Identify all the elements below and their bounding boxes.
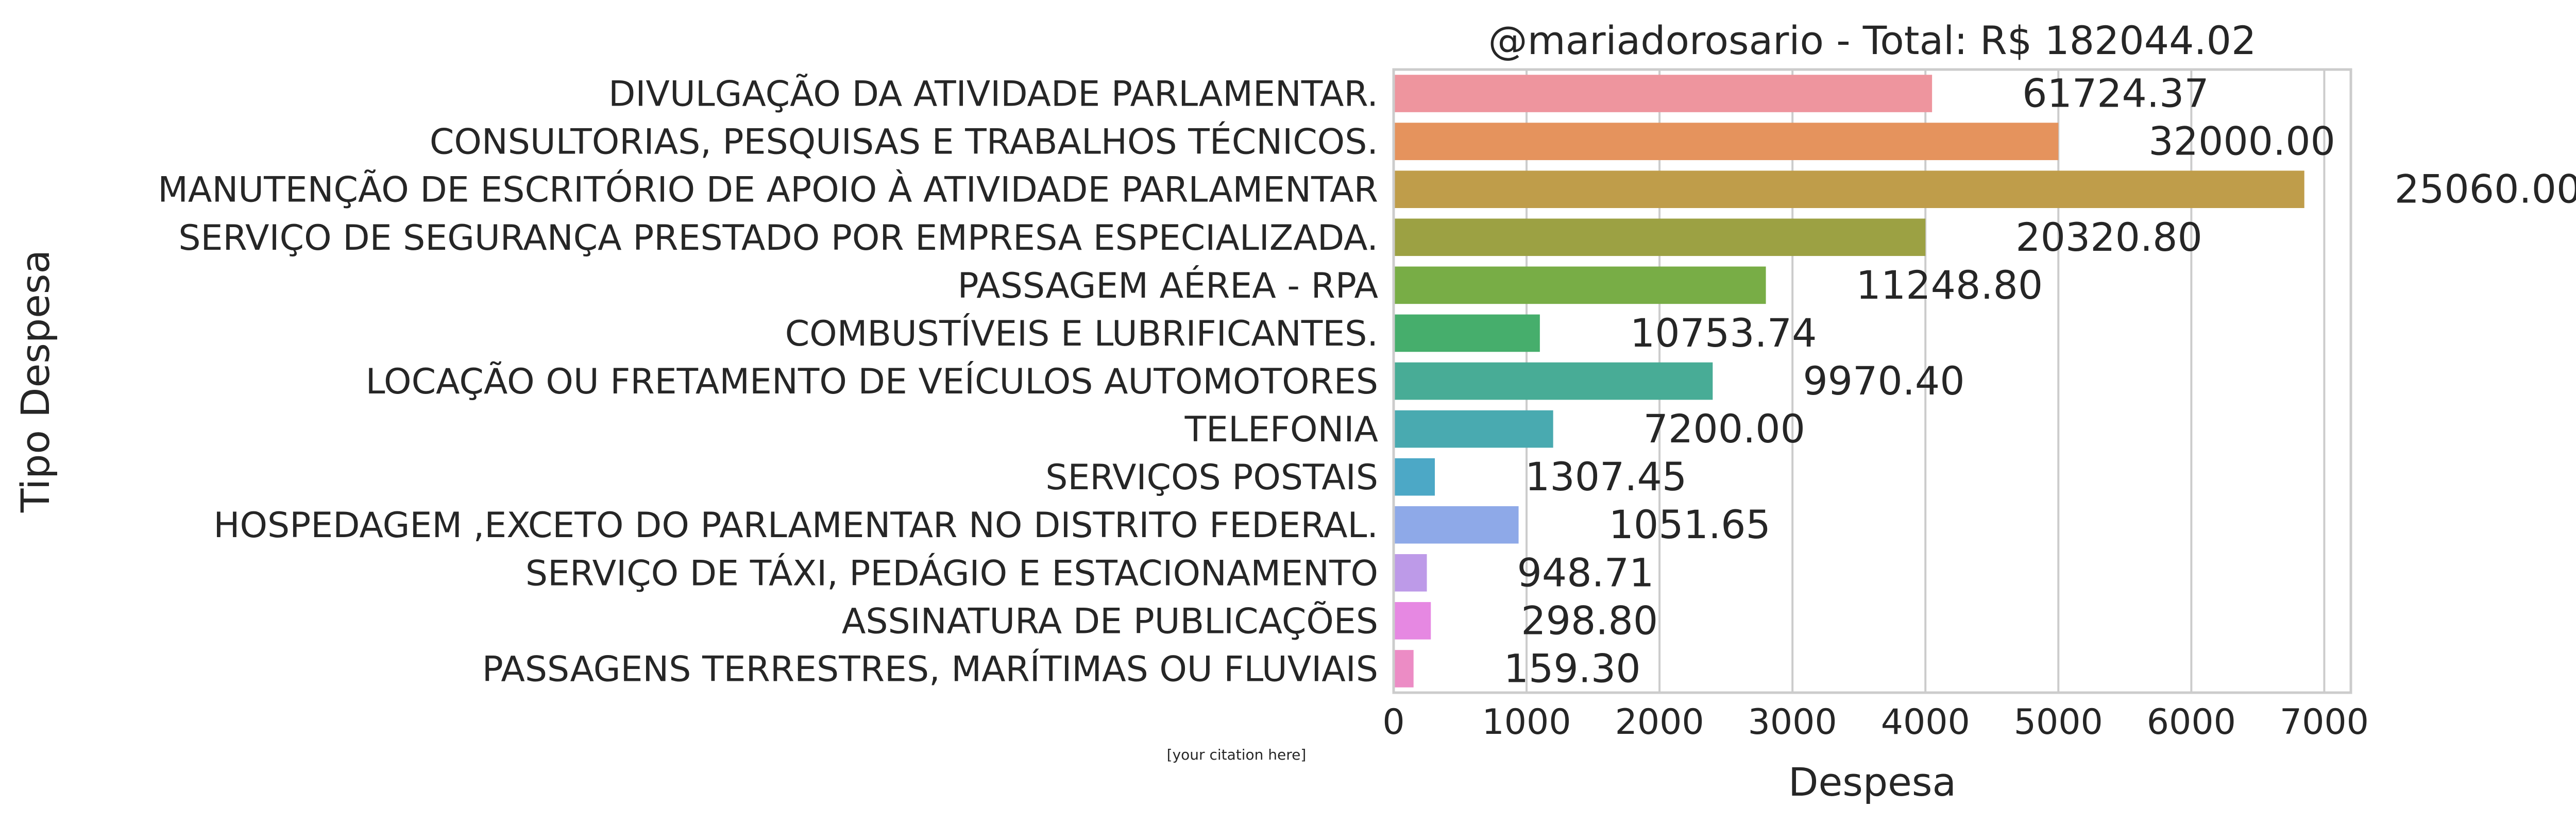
bar — [1394, 218, 1926, 256]
data-label: 298.80 — [1521, 597, 1658, 643]
x-tick-labels: 0 1000 2000 3000 4000 5000 6000 7000 — [1382, 702, 2369, 743]
bar — [1394, 266, 1766, 304]
category-label: TELEFONIA — [1184, 409, 1378, 450]
data-label: 25060.00 — [2395, 166, 2576, 212]
y-axis-title: Tipo Despesa — [12, 250, 58, 513]
x-tick-label: 1000 — [1482, 702, 1571, 743]
data-label: 10753.74 — [1630, 310, 1817, 356]
bar — [1394, 170, 2304, 208]
data-label: 159.30 — [1504, 645, 1641, 691]
data-label: 9970.40 — [1803, 358, 1964, 404]
category-label: DIVULGAÇÃO DA ATIVIDADE PARLAMENTAR. — [608, 74, 1378, 115]
bar — [1394, 75, 1933, 112]
data-label: 1051.65 — [1609, 502, 1771, 547]
data-label: 32000.00 — [2148, 118, 2335, 164]
bar — [1394, 554, 1427, 592]
bar — [1394, 410, 1553, 448]
category-labels: DIVULGAÇÃO DA ATIVIDADE PARLAMENTAR. CONS… — [158, 74, 1378, 690]
x-tick-label: 4000 — [1881, 702, 1970, 743]
category-label: LOCAÇÃO OU FRETAMENTO DE VEÍCULOS AUTOMO… — [366, 361, 1378, 402]
bar — [1394, 602, 1431, 640]
category-label: HOSPEDAGEM ,EXCETO DO PARLAMENTAR NO DIS… — [213, 505, 1378, 546]
bar — [1394, 123, 2059, 160]
x-tick-label: 3000 — [1748, 702, 1837, 743]
x-tick-label: 5000 — [2014, 702, 2103, 743]
data-label: 11248.80 — [1856, 262, 2043, 308]
x-tick-label: 7000 — [2280, 702, 2369, 743]
category-label: PASSAGENS TERRESTRES, MARÍTIMAS OU FLUVI… — [482, 648, 1378, 690]
x-tick-label: 0 — [1382, 702, 1404, 743]
data-label: 61724.37 — [2022, 71, 2209, 116]
category-label: SERVIÇO DE TÁXI, PEDÁGIO E ESTACIONAMENT… — [526, 553, 1378, 594]
category-label: ASSINATURA DE PUBLICAÇÕES — [842, 601, 1378, 642]
chart-title: @mariadorosario - Total: R$ 182044.02 — [1488, 18, 2257, 63]
category-label: PASSAGEM AÉREA - RPA — [958, 265, 1378, 306]
bars — [1394, 75, 2304, 688]
bar — [1394, 506, 1519, 544]
data-label: 948.71 — [1517, 549, 1654, 595]
citation-caption: [your citation here] — [1167, 746, 1307, 763]
category-label: CONSULTORIAS, PESQUISAS E TRABALHOS TÉCN… — [430, 122, 1378, 163]
plot-frame — [1392, 68, 2352, 694]
category-label: COMBUSTÍVEIS E LUBRIFICANTES. — [785, 313, 1378, 354]
x-tick-label: 6000 — [2147, 702, 2236, 743]
data-label: 7200.00 — [1643, 406, 1805, 452]
bar — [1394, 650, 1414, 688]
bar — [1394, 362, 1713, 400]
bar — [1394, 314, 1540, 352]
x-axis-title: Despesa — [1788, 759, 1956, 805]
x-tick-label: 2000 — [1615, 702, 1704, 743]
data-label: 20320.80 — [2015, 214, 2202, 260]
bar — [1394, 458, 1435, 496]
category-label: MANUTENÇÃO DE ESCRITÓRIO DE APOIO À ATIV… — [158, 169, 1378, 211]
category-label: SERVIÇO DE SEGURANÇA PRESTADO POR EMPRES… — [178, 218, 1378, 259]
category-label: SERVIÇOS POSTAIS — [1045, 457, 1378, 498]
data-label: 1307.45 — [1525, 454, 1687, 500]
